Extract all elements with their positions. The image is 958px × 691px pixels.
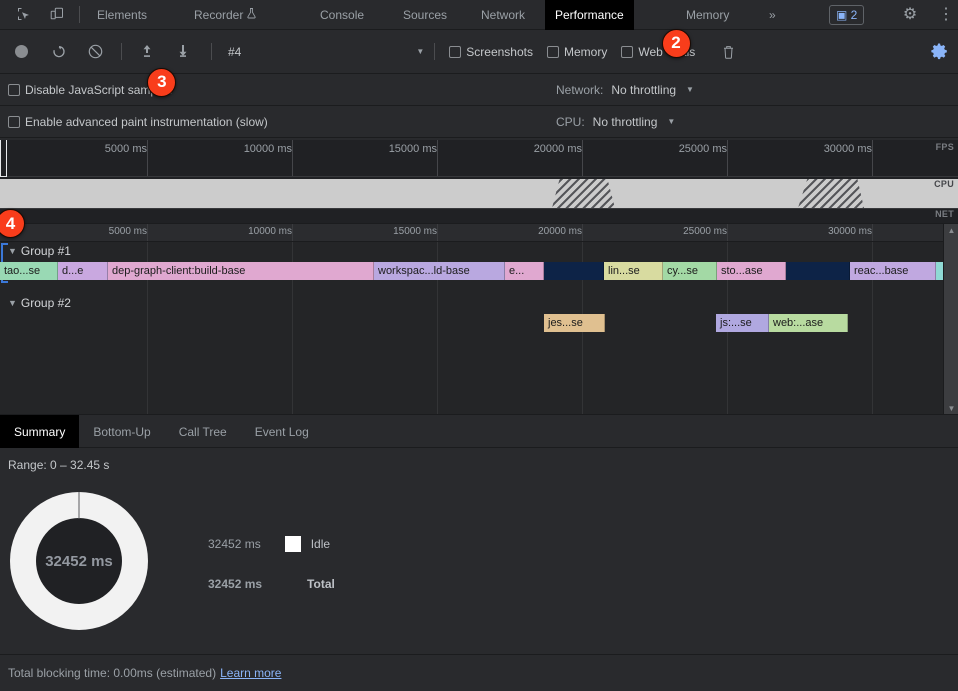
svg-text:32452 ms: 32452 ms bbox=[45, 553, 113, 570]
